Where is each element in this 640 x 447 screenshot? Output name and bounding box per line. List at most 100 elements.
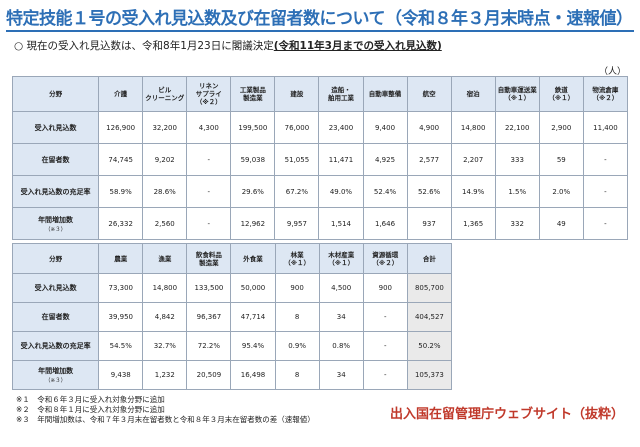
row-label: 在留者数 xyxy=(11,302,100,332)
table-cell: 11,471 xyxy=(318,143,364,176)
table-cell: 32.7% xyxy=(142,331,188,361)
table-row: 受入れ見込数の充足率 54.5% 32.7% 72.2% 95.4% 0.9% 0.8% -5… xyxy=(11,331,453,361)
table-cell: 54.5% xyxy=(98,331,144,361)
table-cell: 1,232 xyxy=(142,360,188,390)
table-cell: 4,925 xyxy=(362,143,408,176)
table-cell: 67.2% xyxy=(274,175,320,208)
table-cell: 59,038 xyxy=(230,143,276,176)
table-cell: 8 xyxy=(274,360,320,390)
table-cell: 9,957 xyxy=(274,207,320,240)
header-sector: 合計 xyxy=(406,243,453,274)
table-cell: 58.9% xyxy=(98,175,144,208)
table-cell: 133,500 xyxy=(186,273,232,303)
table-cell: 2,577 xyxy=(406,143,452,176)
table-cell: 2,560 xyxy=(142,207,188,240)
table-cell: 29.6% xyxy=(230,175,276,208)
lead-text: ○ 現在の受入れ見込数は、令和8年1月23日に閣議決定(令和11年3月までの受入… xyxy=(14,38,442,53)
table-cell: - xyxy=(362,302,408,332)
row-label-text: 在留者数 xyxy=(41,155,70,164)
header-sector: 造船・ 舶用工業 xyxy=(318,76,364,112)
table-cell: 1,646 xyxy=(362,207,408,240)
table-cell: 900 xyxy=(274,273,320,303)
table-cell: 4,900 xyxy=(406,111,452,144)
table-cell: 4,842 xyxy=(142,302,188,332)
row-label: 受入れ見込数 xyxy=(11,111,100,144)
table-cell: - xyxy=(362,360,408,390)
table-cell: 9,438 xyxy=(98,360,144,390)
row-label-note: （※３） xyxy=(45,226,67,233)
lead-emphasis: (令和11年3月までの受入れ見込数) xyxy=(273,40,442,52)
table-cell: 23,400 xyxy=(318,111,364,144)
table-sectors-1: 分野 介護 ビル クリーニング リネン サプライ （※２） 工業製品 製造業 建設 造船・ … xyxy=(11,76,629,240)
table-cell: 76,000 xyxy=(274,111,320,144)
row-label-text: 受入れ見込数 xyxy=(34,284,77,292)
table-cell: 96,367 xyxy=(186,302,232,332)
row-label-text: 年間増加数 xyxy=(38,215,74,224)
table-cell: 9,400 xyxy=(362,111,408,144)
table-cell: 72.2% xyxy=(186,331,232,361)
header-sector: 資源循環 （※２） xyxy=(362,243,408,274)
footnote-1: ※１ 令和６年３月に受入れ対象分野に追加 xyxy=(16,395,165,404)
table-cell: 50.2% xyxy=(406,331,453,361)
table-cell: 0.8% xyxy=(318,331,364,361)
table-cell: - xyxy=(582,143,629,176)
table-cell: 12,962 xyxy=(230,207,276,240)
header-field-label: 分野 xyxy=(11,243,100,274)
table-cell: 49 xyxy=(538,207,584,240)
table-cell: 20,509 xyxy=(186,360,232,390)
table-cell: 900 xyxy=(362,273,408,303)
table-row: 年間増加数 （※３） 26,332 2,560 - 12,962 9,957 1,514 1,6… xyxy=(11,207,629,240)
table-cell: 2,207 xyxy=(450,143,496,176)
header-sector: 介護 xyxy=(98,76,144,112)
table-cell: 333 xyxy=(494,143,540,176)
table-cell: 26,332 xyxy=(98,207,144,240)
table-cell: 51,055 xyxy=(274,143,320,176)
header-sector: 鉄道 （※１） xyxy=(538,76,584,112)
header-sector: 漁業 xyxy=(142,243,188,274)
table-cell: - xyxy=(186,143,232,176)
table-cell: 39,950 xyxy=(98,302,144,332)
table-cell: 11,400 xyxy=(582,111,629,144)
header-sector: 農業 xyxy=(98,243,144,274)
table-sectors-2: 分野 農業 漁業 飲食料品 製造業 外食業 林業 （※１） 木材産業 （※１） 資源循環 （※… xyxy=(11,243,453,390)
header-sector: 工業製品 製造業 xyxy=(230,76,276,112)
table-cell: 34 xyxy=(318,302,364,332)
table-cell: 74,745 xyxy=(98,143,144,176)
footnotes: ※１ 令和６年３月に受入れ対象分野に追加 ※２ 令和８年１月に受入れ対象分野に追… xyxy=(16,395,315,425)
header-sector: リネン サプライ （※２） xyxy=(186,76,232,112)
table-cell: 95.4% xyxy=(230,331,276,361)
table-cell: - xyxy=(582,207,629,240)
table-cell: 105,373 xyxy=(406,360,453,390)
table-row: 受入れ見込数の充足率 58.9% 28.6% -29.6% 67.2% 49.0% 52.4… xyxy=(11,175,629,208)
table-cell: 47,714 xyxy=(230,302,276,332)
header-sector: 物流倉庫 （※２） xyxy=(582,76,629,112)
row-label-note: （※３） xyxy=(45,378,67,384)
table-cell: 8 xyxy=(274,302,320,332)
header-sector: 航空 xyxy=(406,76,452,112)
table-cell: 52.6% xyxy=(406,175,452,208)
header-sector: 自動車整備 xyxy=(362,76,408,112)
table-cell: 1.5% xyxy=(494,175,540,208)
header-sector: 宿泊 xyxy=(450,76,496,112)
table-cell: 332 xyxy=(494,207,540,240)
table-cell: 199,500 xyxy=(230,111,276,144)
table-cell: 937 xyxy=(406,207,452,240)
unit-label: （人） xyxy=(598,67,626,77)
row-label: 年間増加数 （※３） xyxy=(11,207,100,240)
table-cell: 1,365 xyxy=(450,207,496,240)
table-cell: 2,900 xyxy=(538,111,584,144)
table-cell: 14.9% xyxy=(450,175,496,208)
table-cell: 126,900 xyxy=(98,111,144,144)
header-sector: 外食業 xyxy=(230,243,276,274)
header-sector: 自動車運送業 （※１） xyxy=(494,76,540,112)
bullet-marker: ○ xyxy=(14,40,24,52)
table-cell: 49.0% xyxy=(318,175,364,208)
table-cell: 4,300 xyxy=(186,111,232,144)
table-cell: 50,000 xyxy=(230,273,276,303)
table-cell: - xyxy=(362,331,408,361)
footnote-2: ※２ 令和８年１月に受入れ対象分野に追加 xyxy=(16,405,165,414)
table-cell: 73,300 xyxy=(98,273,144,303)
table-cell: 1,514 xyxy=(318,207,364,240)
table-cell: 22,100 xyxy=(494,111,540,144)
table-row: 在留者数 74,745 9,202-59,038 51,055 11,471 4,925 2… xyxy=(11,143,629,176)
